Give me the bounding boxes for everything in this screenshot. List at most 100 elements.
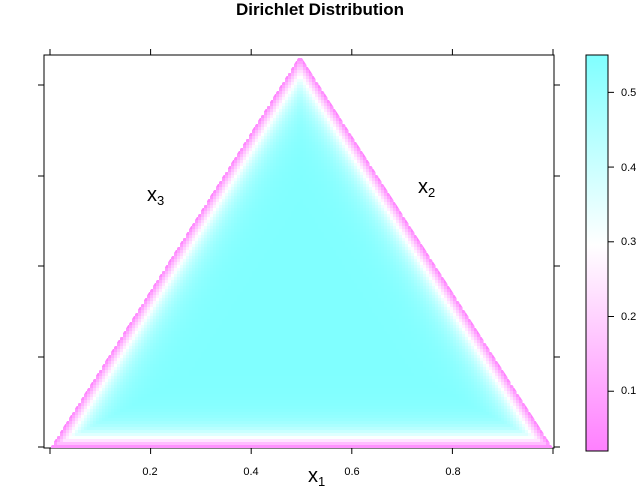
density-cell bbox=[306, 241, 310, 245]
density-cell bbox=[252, 262, 256, 266]
density-cell bbox=[327, 217, 331, 221]
density-cell bbox=[213, 247, 217, 251]
density-cell bbox=[246, 244, 250, 248]
density-cell bbox=[279, 271, 283, 275]
density-cell bbox=[255, 274, 259, 278]
density-cell bbox=[294, 229, 298, 233]
density-cell bbox=[393, 289, 397, 293]
density-cell bbox=[369, 256, 373, 260]
density-cell bbox=[264, 250, 268, 254]
density-cell bbox=[312, 253, 316, 257]
density-cell bbox=[255, 277, 259, 281]
density-cell bbox=[252, 205, 256, 209]
density-cell bbox=[285, 88, 289, 92]
density-cell bbox=[246, 226, 250, 230]
density-cell bbox=[357, 148, 361, 152]
density-cell bbox=[234, 286, 238, 290]
density-cell bbox=[201, 262, 205, 266]
density-cell bbox=[267, 268, 271, 272]
density-cell bbox=[315, 274, 319, 278]
density-cell bbox=[345, 286, 349, 290]
density-cell bbox=[324, 271, 328, 275]
density-cell bbox=[213, 223, 217, 227]
density-cell bbox=[246, 223, 250, 227]
density-cell bbox=[237, 223, 241, 227]
density-cell bbox=[285, 289, 289, 293]
density-cell bbox=[357, 256, 361, 260]
density-cell bbox=[423, 268, 427, 272]
density-cell bbox=[249, 286, 253, 290]
density-cell bbox=[390, 271, 394, 275]
density-cell bbox=[243, 151, 247, 155]
density-cell bbox=[273, 226, 277, 230]
density-cell bbox=[243, 286, 247, 290]
density-cell bbox=[213, 283, 217, 287]
density-cell bbox=[345, 274, 349, 278]
density-cell bbox=[252, 199, 256, 203]
density-cell bbox=[252, 223, 256, 227]
density-cell bbox=[321, 268, 325, 272]
density-cell bbox=[264, 172, 268, 176]
density-cell bbox=[357, 262, 361, 266]
density-cell bbox=[285, 259, 289, 263]
density-cell bbox=[285, 154, 289, 158]
density-cell bbox=[414, 295, 418, 299]
density-cell bbox=[267, 202, 271, 206]
density-cell bbox=[255, 163, 259, 167]
density-cell bbox=[303, 277, 307, 281]
density-cell bbox=[321, 295, 325, 299]
density-cell bbox=[240, 289, 244, 293]
density-cell bbox=[405, 244, 409, 248]
density-cell bbox=[336, 112, 340, 116]
density-cell bbox=[303, 88, 307, 92]
density-cell bbox=[255, 133, 259, 137]
density-cell bbox=[183, 238, 187, 242]
density-cell bbox=[231, 262, 235, 266]
density-cell bbox=[312, 100, 316, 104]
density-cell bbox=[399, 259, 403, 263]
density-cell bbox=[330, 109, 334, 113]
density-cell bbox=[357, 289, 361, 293]
density-cell bbox=[189, 274, 193, 278]
density-cell bbox=[222, 286, 226, 290]
density-cell bbox=[351, 244, 355, 248]
density-cell bbox=[288, 124, 292, 128]
density-cell bbox=[225, 172, 229, 176]
density-cell bbox=[333, 283, 337, 287]
density-cell bbox=[291, 217, 295, 221]
density-cell bbox=[312, 193, 316, 197]
density-cell bbox=[387, 280, 391, 284]
density-cell bbox=[201, 244, 205, 248]
density-cell bbox=[249, 289, 253, 293]
density-cell bbox=[342, 244, 346, 248]
density-cell bbox=[294, 106, 298, 110]
density-cell bbox=[321, 130, 325, 134]
density-cell bbox=[249, 151, 253, 155]
density-cell bbox=[333, 238, 337, 242]
density-cell bbox=[207, 262, 211, 266]
density-cell bbox=[234, 250, 238, 254]
density-cell bbox=[420, 250, 424, 254]
density-cell bbox=[354, 184, 358, 188]
density-cell bbox=[243, 145, 247, 149]
density-cell bbox=[258, 199, 262, 203]
density-cell bbox=[261, 136, 265, 140]
density-cell bbox=[294, 202, 298, 206]
density-cell bbox=[264, 115, 268, 119]
density-cell bbox=[234, 235, 238, 239]
density-cell bbox=[228, 277, 232, 281]
density-cell bbox=[240, 229, 244, 233]
density-cell bbox=[360, 289, 364, 293]
density-cell bbox=[297, 61, 301, 65]
density-cell bbox=[249, 154, 253, 158]
density-cell bbox=[351, 205, 355, 209]
density-cell bbox=[348, 205, 352, 209]
density-cell bbox=[324, 226, 328, 230]
density-cell bbox=[306, 85, 310, 89]
density-cell bbox=[351, 196, 355, 200]
density-cell bbox=[324, 268, 328, 272]
density-cell bbox=[390, 214, 394, 218]
density-cell bbox=[276, 235, 280, 239]
density-cell bbox=[357, 286, 361, 290]
density-cell bbox=[318, 139, 322, 143]
